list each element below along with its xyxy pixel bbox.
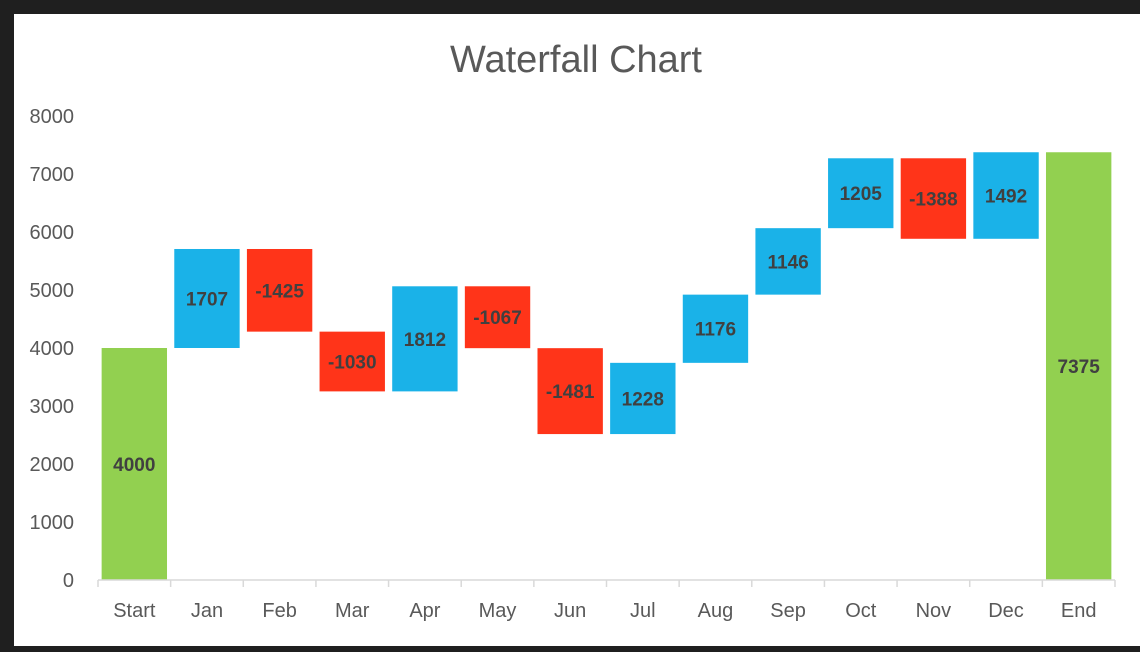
data-label: 1707 bbox=[186, 289, 228, 310]
x-tick-label: Feb bbox=[262, 600, 296, 622]
x-tick-label: Sep bbox=[770, 600, 806, 622]
x-tick-label: Jan bbox=[191, 600, 223, 622]
y-tick-label: 1000 bbox=[30, 512, 75, 534]
data-label: 1146 bbox=[767, 252, 808, 273]
decrease-bar-feb bbox=[246, 248, 313, 332]
increase-bar-jul bbox=[610, 362, 676, 435]
y-tick-label: 6000 bbox=[30, 222, 75, 244]
data-label: 1205 bbox=[840, 184, 883, 205]
x-axis bbox=[97, 579, 1116, 587]
data-labels: 4000 1707 -1425 -1030 1812 -1067 -1481 1228 1176… bbox=[113, 184, 1100, 476]
data-label: -1067 bbox=[473, 308, 522, 329]
data-label: 7375 bbox=[1058, 357, 1101, 378]
y-tick-label: 0 bbox=[63, 570, 74, 592]
x-tick-label: Dec bbox=[988, 600, 1024, 622]
x-tick-label: Oct bbox=[845, 600, 877, 622]
data-label: 1228 bbox=[622, 389, 664, 410]
increase-bar-jan bbox=[174, 248, 240, 348]
x-tick-label: Mar bbox=[335, 600, 370, 622]
x-tick-label: End bbox=[1061, 600, 1097, 622]
data-label: 1812 bbox=[404, 330, 446, 351]
y-tick-label: 7000 bbox=[30, 164, 75, 186]
total-bar-end bbox=[1045, 152, 1112, 580]
y-tick-label: 2000 bbox=[30, 454, 75, 476]
data-label: 4000 bbox=[113, 455, 155, 476]
decrease-bar-jun bbox=[537, 348, 603, 435]
data-label: 1176 bbox=[695, 320, 736, 341]
y-tick-label: 4000 bbox=[30, 338, 75, 360]
waterfall-chart: Waterfall Chart 0 1000 2000 3000 4000 5000 600… bbox=[30, 39, 1116, 622]
x-tick-label: Jun bbox=[554, 600, 586, 622]
increase-bar-sep bbox=[755, 228, 821, 295]
decrease-bar-mar bbox=[319, 331, 385, 392]
decrease-bar-may bbox=[464, 286, 531, 349]
y-tick-label: 8000 bbox=[30, 106, 75, 128]
data-label: -1030 bbox=[328, 353, 377, 374]
decrease-bar-nov bbox=[900, 158, 967, 239]
data-label: -1388 bbox=[909, 190, 958, 211]
x-tick-label: Apr bbox=[409, 600, 440, 622]
x-axis-labels: Start Jan Feb Mar Apr May Jun Jul Aug Sep Oct Nov De… bbox=[113, 600, 1096, 622]
x-tick-label: Start bbox=[113, 600, 156, 622]
total-bar-start bbox=[101, 348, 168, 580]
x-tick-label: Jul bbox=[630, 600, 656, 622]
bars bbox=[101, 152, 1112, 580]
increase-bar-oct bbox=[828, 158, 894, 229]
data-label: -1481 bbox=[546, 382, 595, 403]
chart-area: Waterfall Chart 0 1000 2000 3000 4000 5000 600… bbox=[14, 14, 1140, 646]
x-tick-label: Aug bbox=[698, 600, 734, 622]
increase-bar-apr bbox=[392, 286, 458, 392]
increase-bar-dec bbox=[973, 152, 1039, 239]
chart-title: Waterfall Chart bbox=[450, 39, 702, 81]
x-tick-label: Nov bbox=[916, 600, 952, 622]
data-label: -1425 bbox=[255, 281, 304, 302]
increase-bar-aug bbox=[682, 294, 749, 363]
y-tick-label: 5000 bbox=[30, 280, 75, 302]
y-axis: 0 1000 2000 3000 4000 5000 6000 7000 8000 bbox=[30, 106, 75, 592]
x-tick-label: May bbox=[479, 600, 517, 622]
data-label: 1492 bbox=[985, 187, 1027, 208]
y-tick-label: 3000 bbox=[30, 396, 75, 418]
